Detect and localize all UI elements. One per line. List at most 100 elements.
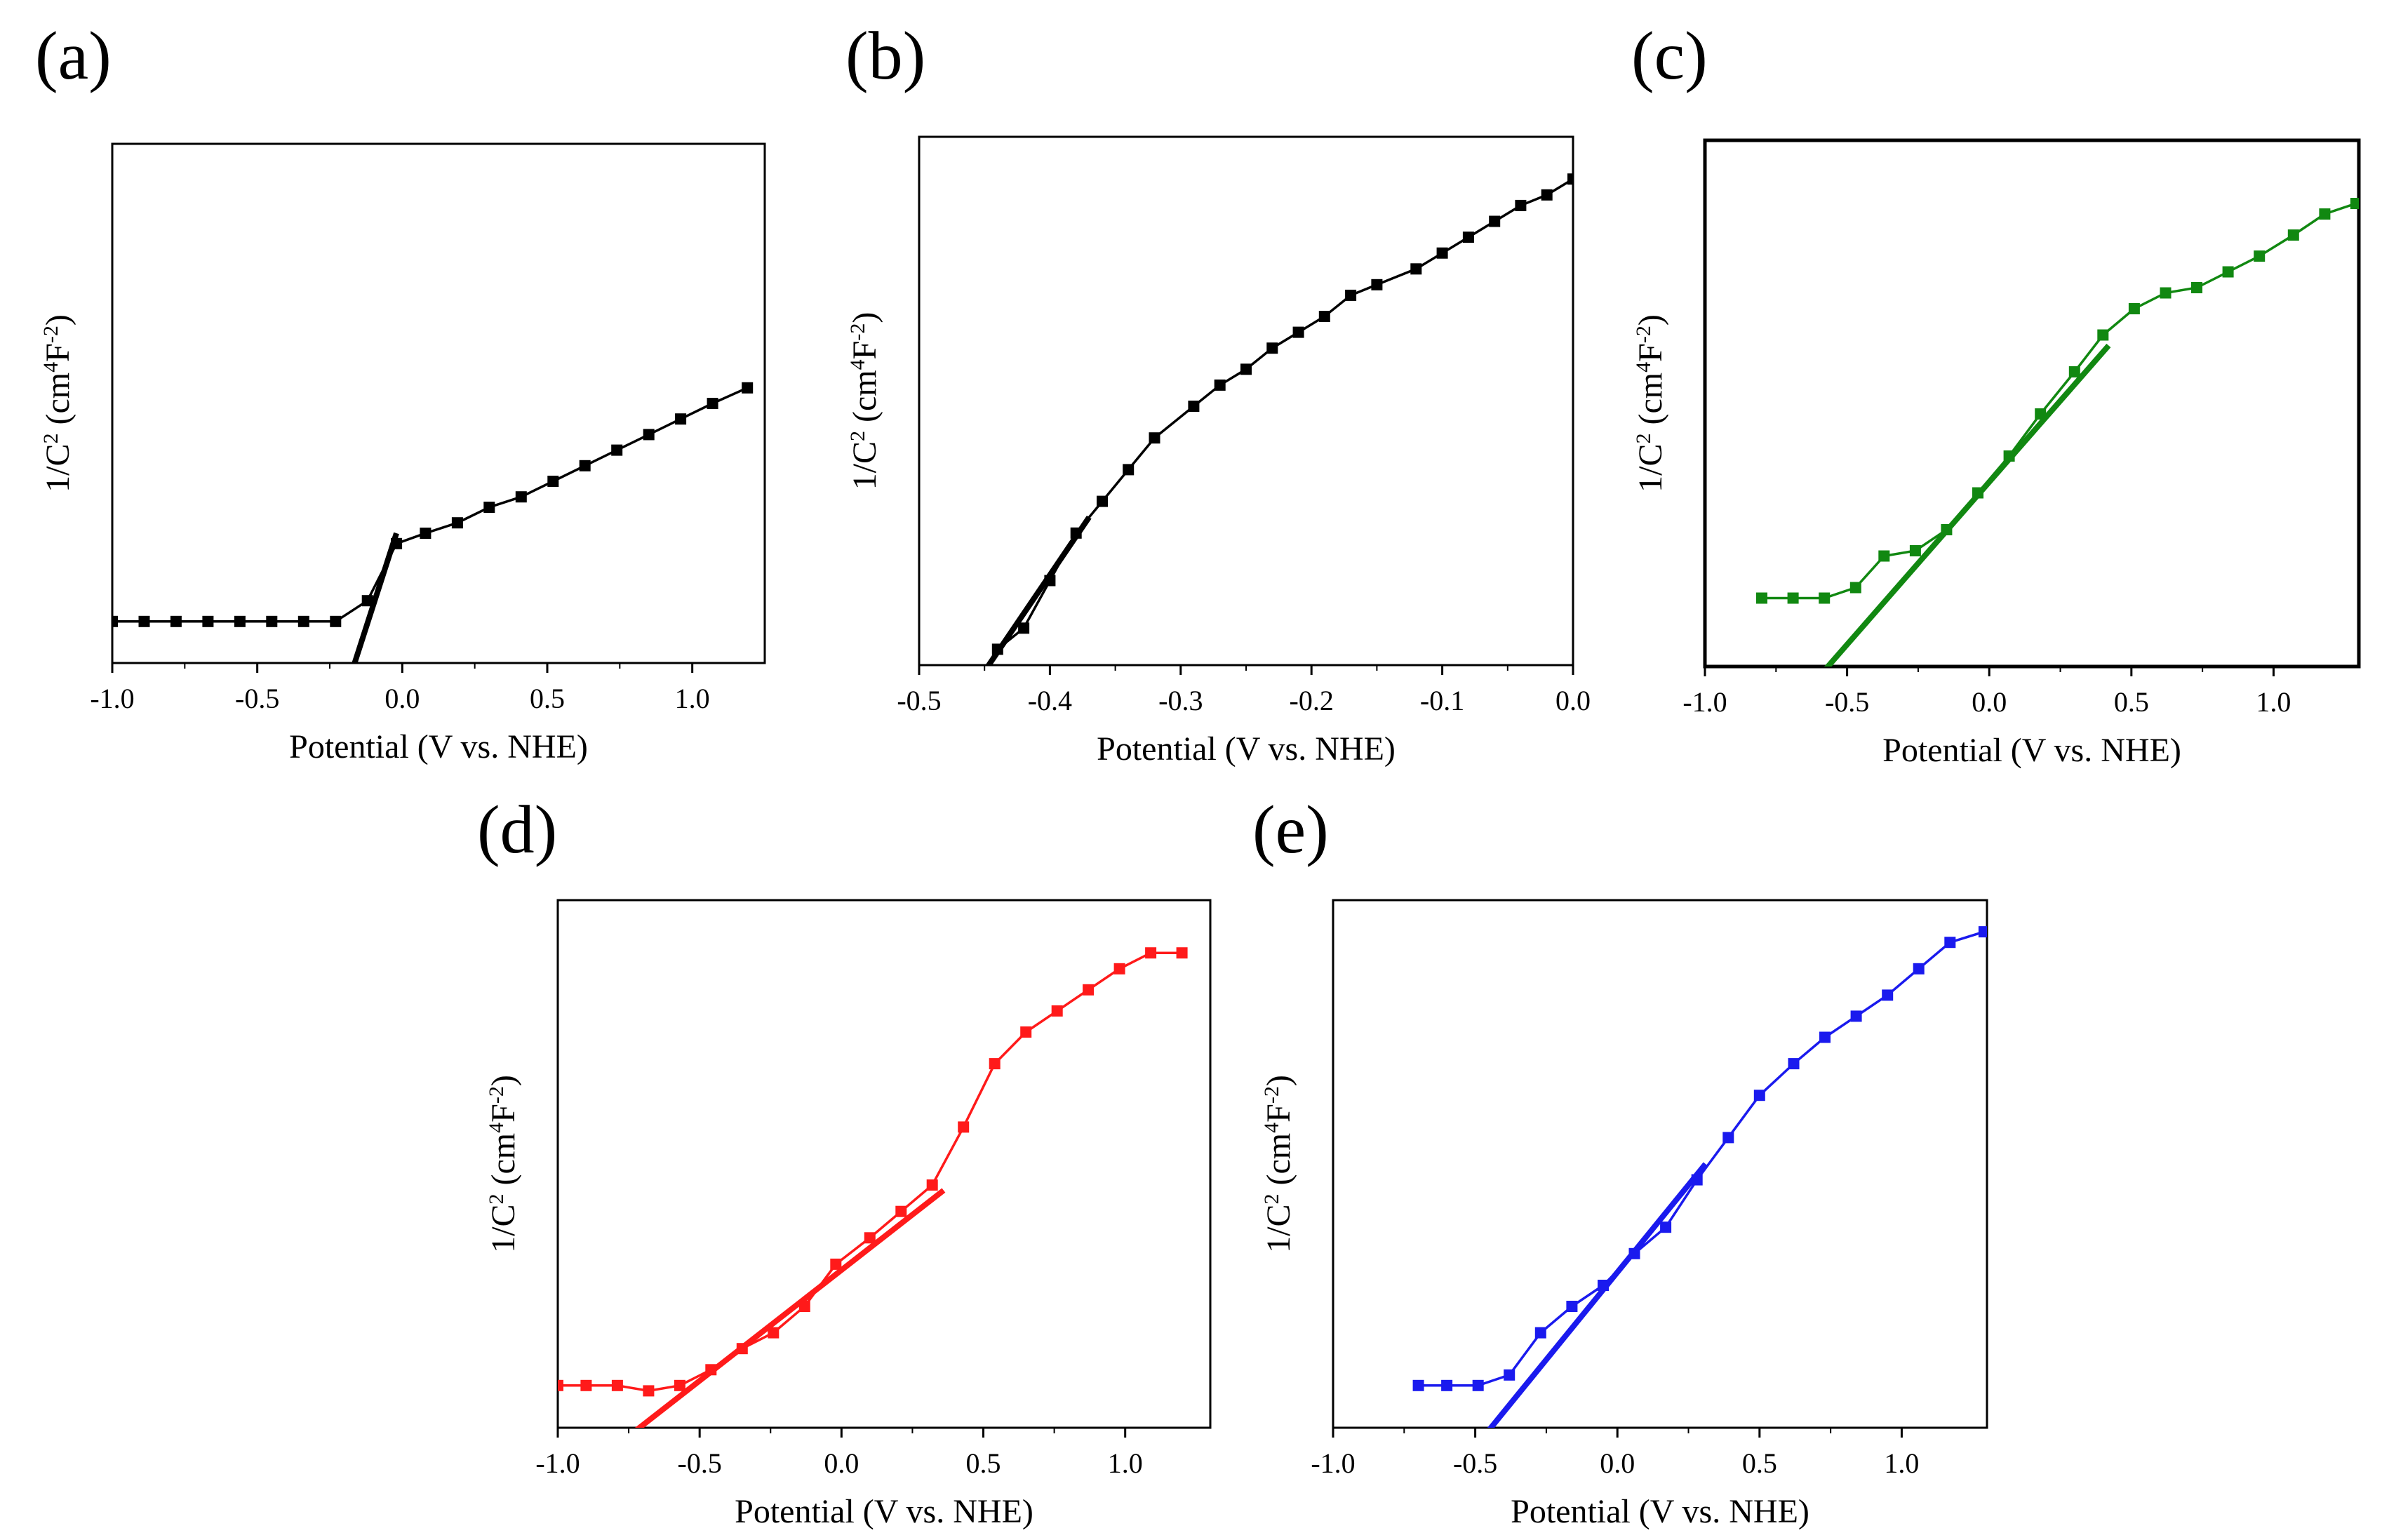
- x-axis-title: Potential (V vs. NHE): [1511, 1493, 1809, 1530]
- data-point: [830, 1258, 842, 1270]
- data-point: [926, 1179, 938, 1191]
- fit-line: [1487, 1162, 1708, 1428]
- series-line: [558, 951, 1182, 1393]
- y-axis-title: 1/C2 (cm4F-2): [1260, 1075, 1298, 1253]
- data-point: [611, 444, 623, 456]
- data-point: [202, 615, 214, 627]
- plot-area: [558, 947, 1188, 1428]
- fit-line: [1824, 343, 2111, 667]
- data-point: [1083, 984, 1095, 996]
- x-tick-label: 0.0: [824, 1447, 859, 1479]
- data-point: [1944, 937, 1956, 949]
- data-point: [1819, 1031, 1831, 1043]
- plot-frame: [918, 135, 1574, 667]
- data-point: [1462, 232, 1474, 243]
- data-point: [1318, 311, 1330, 322]
- x-tick-label: -0.5: [678, 1447, 722, 1479]
- data-point: [1978, 926, 1987, 938]
- plot-area: [1756, 198, 2359, 667]
- x-tick-label: -1.0: [535, 1447, 580, 1479]
- data-point: [1070, 527, 1082, 539]
- x-tick-label: 0.5: [1742, 1447, 1777, 1479]
- data-point: [1176, 947, 1188, 959]
- y-axis-title: 1/C2 (cm4F-2): [1632, 314, 1670, 493]
- data-point: [1113, 963, 1125, 975]
- data-point: [1020, 1026, 1032, 1038]
- panel-label: (c): [1631, 18, 1708, 94]
- chart-panel-4: (d) -1.0 -0.5 0.0 0.5 1.0 Potential (V vs. NHE…: [477, 792, 1212, 1530]
- data-point: [1504, 1369, 1515, 1381]
- data-point: [1534, 1327, 1546, 1339]
- data-point: [736, 1343, 748, 1355]
- data-point: [1878, 550, 1890, 562]
- data-point: [1214, 379, 1226, 391]
- data-point: [2350, 198, 2359, 209]
- panel-label: (d): [477, 792, 557, 868]
- data-point: [1909, 545, 1921, 556]
- data-point: [361, 595, 373, 607]
- y-axis-title: 1/C2 (cm4F-2): [485, 1075, 523, 1253]
- chart-panel-2: (b) -0.5 -0.4 -0.3 -0.2 -0.1 0.0 Potential (V v…: [845, 18, 1591, 768]
- data-point: [1441, 1379, 1453, 1391]
- data-point: [1849, 582, 1861, 594]
- data-point: [1913, 963, 1925, 975]
- data-point: [2068, 366, 2080, 377]
- fit-line: [634, 1188, 946, 1428]
- data-point: [483, 502, 495, 513]
- x-tick-label: 0.5: [530, 683, 565, 714]
- data-point: [1660, 1221, 1672, 1233]
- data-point: [675, 413, 687, 425]
- fit-line: [352, 532, 399, 663]
- data-point: [1756, 592, 1767, 604]
- data-point: [1371, 279, 1383, 290]
- data-point: [1240, 363, 1252, 375]
- data-point: [1787, 592, 1799, 604]
- data-point: [1472, 1379, 1484, 1391]
- x-tick-label: 1.0: [1884, 1447, 1919, 1479]
- plot-area: [979, 173, 1573, 665]
- data-point: [643, 429, 655, 441]
- data-point: [643, 1385, 655, 1397]
- chart-panel-3: (c) -1.0 -0.5 0.0 0.5 1.0 Potential (V vs. NHE…: [1631, 18, 2361, 769]
- data-point: [1266, 342, 1278, 354]
- data-point: [768, 1327, 779, 1339]
- data-point: [2287, 229, 2299, 241]
- data-point: [330, 615, 342, 627]
- data-point: [580, 1379, 592, 1391]
- x-axis-title: Potential (V vs. NHE): [735, 1493, 1033, 1530]
- data-point: [515, 491, 527, 503]
- data-point: [391, 537, 403, 549]
- plot-area: [1412, 926, 1987, 1428]
- plot-frame: [111, 142, 766, 664]
- data-point: [798, 1301, 810, 1312]
- data-point: [1145, 947, 1157, 959]
- data-point: [579, 460, 591, 471]
- data-point: [989, 1058, 1001, 1070]
- data-point: [1541, 189, 1553, 201]
- data-point: [2254, 250, 2266, 262]
- x-tick-label: 0.0: [1600, 1447, 1635, 1479]
- data-point: [1436, 247, 1448, 259]
- data-point: [2319, 208, 2331, 220]
- data-point: [297, 615, 309, 627]
- x-tick-label: -1.0: [1311, 1447, 1355, 1479]
- plot-frame: [1332, 899, 1988, 1429]
- x-tick-label: -1.0: [90, 683, 134, 714]
- data-point: [1515, 199, 1527, 211]
- data-point: [1941, 524, 1953, 535]
- panel-label: (b): [845, 18, 925, 94]
- data-point: [112, 615, 118, 627]
- data-point: [1123, 464, 1135, 476]
- y-axis-title: 1/C2 (cm4F-2): [39, 314, 77, 493]
- chart-panel-1: (a) -1.0 -0.5 0.0 0.5 1.0 Potential (V vs. NHE…: [35, 18, 766, 765]
- data-point: [1149, 432, 1160, 444]
- plot-frame: [1703, 138, 2361, 669]
- x-tick-label: -0.5: [1825, 686, 1869, 718]
- data-point: [2160, 287, 2172, 299]
- data-point: [1292, 326, 1304, 338]
- data-point: [1489, 215, 1501, 227]
- series-line: [986, 178, 1573, 665]
- data-point: [1345, 289, 1357, 301]
- x-axis-title: Potential (V vs. NHE): [289, 728, 588, 765]
- panel-label: (e): [1252, 792, 1329, 868]
